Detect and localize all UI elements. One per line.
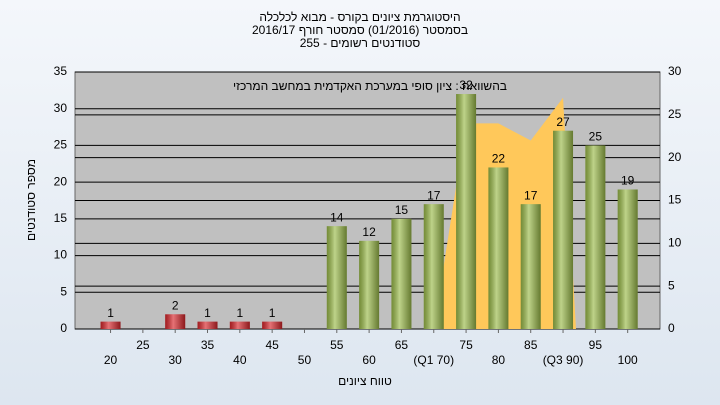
- y-tick-label: 10: [54, 248, 68, 262]
- bar-shade: [488, 167, 509, 329]
- y2-tick-label: 25: [668, 107, 682, 121]
- y2-tick-label: 30: [668, 64, 682, 78]
- y-axis-label: מספר סטודנטים: [24, 159, 38, 241]
- x-tick-label: 30: [169, 353, 183, 367]
- data-label: 1: [236, 306, 243, 320]
- bar-shade: [391, 218, 412, 329]
- bar-shade: [100, 321, 121, 329]
- x-tick-label: 80: [492, 353, 506, 367]
- y2-tick-label: 20: [668, 150, 682, 164]
- bar-shade: [553, 130, 574, 329]
- x-tick-label: 35: [201, 338, 215, 352]
- bar-shade: [423, 204, 444, 329]
- x-tick-label: 85: [524, 338, 538, 352]
- bar-shade: [197, 321, 218, 329]
- data-label: 25: [589, 130, 603, 144]
- y-tick-label: 15: [54, 211, 68, 225]
- data-label: 14: [330, 210, 344, 224]
- x-tick-label: 75: [459, 338, 473, 352]
- data-label: 1: [204, 306, 211, 320]
- data-label: 12: [362, 225, 376, 239]
- chart-title: היסטוגרמת ציונים בקורס - מבוא לכלכלה: [259, 10, 460, 24]
- data-label: 2: [172, 298, 179, 312]
- data-label: 17: [524, 188, 538, 202]
- bar-shade: [456, 94, 477, 330]
- data-label: 32: [459, 78, 473, 92]
- data-label: 19: [621, 174, 635, 188]
- y-tick-label: 30: [54, 101, 68, 115]
- data-label: 22: [492, 152, 506, 166]
- x-tick-label: 40: [233, 353, 247, 367]
- x-tick-label: (Q1 70): [413, 353, 454, 367]
- annotation: בהשוואה : ציון סופי במערכת האקדמית במחשב…: [233, 79, 507, 93]
- bar-shade: [326, 226, 347, 329]
- y-tick-label: 20: [54, 174, 68, 188]
- y2-tick-label: 15: [668, 193, 682, 207]
- data-label: 1: [107, 306, 114, 320]
- y-tick-label: 25: [54, 138, 68, 152]
- x-tick-label: 20: [104, 353, 118, 367]
- x-tick-label: 45: [265, 338, 279, 352]
- bar-shade: [262, 321, 283, 329]
- data-label: 15: [395, 203, 409, 217]
- data-label: 27: [556, 115, 570, 129]
- data-label: 17: [427, 188, 441, 202]
- x-axis-label: טווח ציונים: [338, 374, 392, 388]
- x-tick-label: 25: [136, 338, 150, 352]
- x-tick-label: 95: [589, 338, 603, 352]
- y2-tick-label: 5: [668, 278, 675, 292]
- x-tick-label: 65: [395, 338, 409, 352]
- bar-shade: [165, 314, 186, 329]
- y-tick-label: 5: [60, 284, 67, 298]
- x-tick-label: 50: [298, 353, 312, 367]
- bar-shade: [520, 204, 541, 329]
- chart-subtitle: סטודנטים רשומים - 255: [300, 36, 421, 50]
- chart-subtitle: בסמסטר (01/2016) סמסטר חורף 2016/17: [252, 23, 468, 37]
- y-tick-label: 35: [54, 64, 68, 78]
- bar-shade: [585, 145, 606, 329]
- bar-shade: [617, 189, 638, 329]
- data-label: 1: [269, 306, 276, 320]
- x-tick-label: 100: [618, 353, 638, 367]
- x-tick-label: 60: [362, 353, 376, 367]
- bar-shade: [359, 240, 380, 329]
- x-tick-label: 55: [330, 338, 344, 352]
- x-tick-label: (Q3 90): [543, 353, 584, 367]
- bar-shade: [229, 321, 250, 329]
- y2-tick-label: 10: [668, 236, 682, 250]
- y2-tick-label: 0: [668, 321, 675, 335]
- y-tick-label: 0: [60, 321, 67, 335]
